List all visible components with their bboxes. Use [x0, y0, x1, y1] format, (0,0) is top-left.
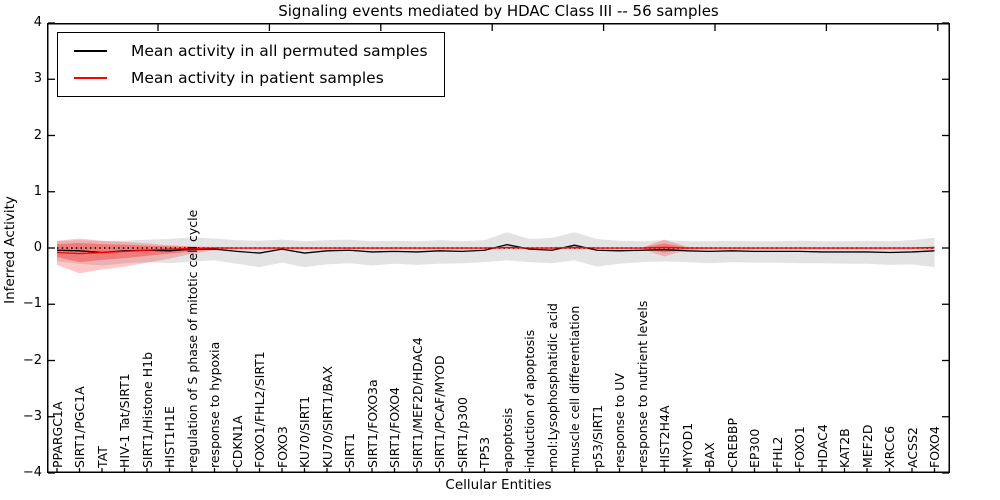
y-tick-label: −3: [22, 408, 42, 424]
x-tick-label: response to UV: [612, 373, 627, 468]
x-tick-label: SIRT1/PCAF/MYOD: [432, 355, 447, 468]
y-tick-label: 2: [33, 127, 42, 143]
x-tick-label: muscle cell differentiation: [567, 305, 582, 468]
y-tick-label: −2: [22, 352, 42, 368]
x-tick-label: MEF2D: [859, 424, 875, 468]
x-tick-label: FHL2: [769, 436, 785, 468]
x-tick-label: response to nutrient levels: [634, 300, 650, 468]
patient-mean-line: [56, 246, 935, 255]
x-tick-label: regulation of S phase of mitotic cell cy…: [184, 209, 200, 468]
x-tick-label: mol:Lysophosphatidic acid: [544, 303, 560, 468]
chart-title: Signaling events mediated by HDAC Class …: [278, 2, 719, 20]
x-tick-label: HDAC4: [814, 424, 830, 468]
permuted-activity-range: [57, 232, 935, 268]
x-tick-label: induction of apoptosis: [522, 329, 537, 468]
plot-border: [47, 23, 950, 473]
x-tick-label: PPARGC1A: [49, 401, 65, 468]
x-tick-label: KU70/SIRT1: [297, 395, 312, 468]
chart-canvas: [47, 22, 950, 474]
y-tick-label: 3: [33, 71, 42, 87]
legend-label-patient: Mean activity in patient samples: [131, 69, 384, 87]
legend-item: Mean activity in all permuted samples: [68, 42, 428, 60]
x-tick-label: HIST2H4A: [657, 405, 672, 468]
x-tick-label: SIRT1/p300: [454, 397, 470, 468]
x-tick-label: SIRT1/PGC1A: [72, 386, 87, 468]
legend: Mean activity in all permuted samples Me…: [57, 32, 445, 97]
legend-item: Mean activity in patient samples: [68, 69, 428, 87]
legend-line-patient: [74, 77, 107, 79]
x-tick-label: FOXO3: [274, 426, 290, 468]
legend-label-permuted: Mean activity in all permuted samples: [131, 42, 428, 60]
x-tick-label: apoptosis: [499, 407, 515, 468]
x-tick-label: SIRT1/FOXO4: [387, 387, 402, 468]
x-tick-label: KAT2B: [837, 428, 852, 468]
x-tick-label: SIRT1: [342, 433, 357, 468]
y-tick-label: 0: [33, 240, 42, 255]
y-tick-label: 1: [33, 183, 42, 199]
x-tick-label: TAT: [94, 446, 110, 468]
y-tick-label: −4: [22, 465, 42, 480]
x-tick-label: FOXO1: [792, 426, 807, 468]
x-tick-label: KU70/SIRT1/BAX: [319, 365, 335, 468]
x-tick-label: EP300: [747, 428, 762, 468]
x-tick-label: BAX: [702, 442, 717, 468]
x-axis-label: Cellular Entities: [445, 477, 552, 493]
x-tick-label: FOXO4: [927, 426, 942, 468]
x-tick-label: HIV-1 Tat/SIRT1: [117, 373, 132, 468]
y-tick-label: −1: [22, 296, 42, 312]
x-tick-label: SIRT1/FOXO3a: [364, 379, 380, 468]
x-tick-label: ACSS2: [904, 427, 920, 468]
x-tick-label: TP53: [477, 436, 492, 468]
x-tick-label: XRCC6: [882, 425, 897, 468]
x-tick-label: FOXO1/FHL2/SIRT1: [252, 351, 267, 468]
x-tick-label: SIRT1/Histone H1b: [139, 351, 155, 468]
x-tick-label: p53/SIRT1: [589, 404, 605, 468]
x-tick-label: SIRT1/MEF2D/HDAC4: [409, 337, 425, 468]
y-tick-label: 4: [33, 15, 42, 30]
legend-line-permuted: [74, 50, 107, 52]
x-tick-label: CDKN1A: [229, 415, 245, 468]
x-tick-label: HIST1H1E: [162, 406, 177, 468]
x-tick-label: CREBBP: [724, 418, 740, 468]
x-tick-label: MYOD1: [679, 422, 695, 468]
plot-area: Mean activity in all permuted samples Me…: [47, 22, 950, 474]
x-tick-label: response to hypoxia: [207, 341, 222, 468]
